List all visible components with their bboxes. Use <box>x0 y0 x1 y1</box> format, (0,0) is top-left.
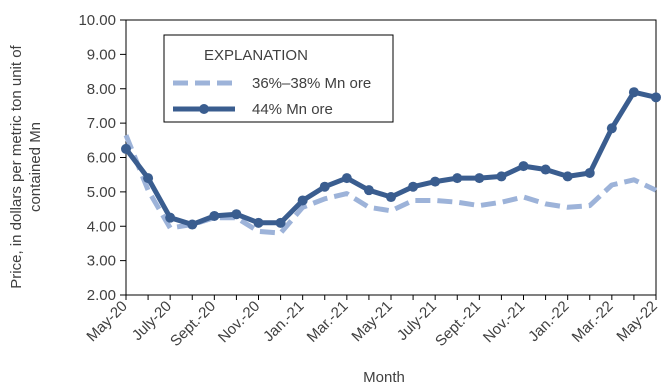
x-tick-label: May-21 <box>348 298 395 345</box>
data-point-44-mn-ore <box>231 209 242 220</box>
y-tick-label: 2.00 <box>87 287 116 304</box>
data-point-44-mn-ore <box>430 176 441 187</box>
series-line-36-38-mn-ore <box>123 134 658 236</box>
data-point-44-mn-ore <box>341 173 352 184</box>
y-axis-title-line-2: contained Mn <box>27 122 44 212</box>
x-axis-title: Month <box>363 369 405 386</box>
y-tick-label: 10.00 <box>78 12 116 29</box>
x-tick-label: May-20 <box>83 298 130 345</box>
data-point-44-mn-ore <box>518 161 529 172</box>
legend: EXPLANATION 36%–38% Mn ore 44% Mn ore <box>163 34 394 123</box>
legend-label-44-mn-ore: 44% Mn ore <box>252 101 333 118</box>
y-tick-label: 7.00 <box>87 115 116 132</box>
data-point-44-mn-ore <box>363 185 374 196</box>
data-point-44-mn-ore <box>275 217 286 228</box>
x-tick-label: Sept.-20 <box>167 298 219 350</box>
y-tick-label: 9.00 <box>87 46 116 63</box>
x-tick-label: Jan.-22 <box>525 298 572 345</box>
data-point-44-mn-ore <box>606 123 617 134</box>
data-point-44-mn-ore <box>319 181 330 192</box>
x-tick-label: May-22 <box>613 298 660 345</box>
data-point-44-mn-ore <box>651 92 661 103</box>
data-point-44-mn-ore <box>496 171 507 182</box>
y-axis: 2.00 3.00 4.00 5.00 6.00 7.00 8.00 9.00 10.00 <box>78 12 126 304</box>
y-tick-label: 4.00 <box>87 218 116 235</box>
data-point-44-mn-ore <box>297 195 308 206</box>
x-tick-label: Jan.-21 <box>260 298 307 345</box>
y-tick-label: 3.00 <box>87 253 116 270</box>
x-axis: May-20July-20Sept.-20Nov.-20Jan.-21Mar.-… <box>83 295 661 350</box>
data-point-44-mn-ore <box>165 212 176 223</box>
data-point-44-mn-ore <box>386 192 396 203</box>
data-point-44-mn-ore <box>121 143 131 154</box>
x-tick-label: Nov.-21 <box>480 298 528 346</box>
y-tick-label: 5.00 <box>87 184 116 201</box>
data-point-44-mn-ore <box>408 181 419 192</box>
y-tick-label: 8.00 <box>87 81 116 98</box>
y-tick-label: 6.00 <box>87 150 116 167</box>
x-tick-label: Mar.-22 <box>569 298 617 346</box>
data-point-44-mn-ore <box>209 210 220 221</box>
x-tick-label: Mar.-21 <box>304 298 352 346</box>
y-axis-title-line-1: Price, in dollars per metric ton unit of <box>8 44 25 288</box>
data-point-44-mn-ore <box>474 173 485 184</box>
x-tick-label: Nov.-20 <box>215 298 263 346</box>
legend-swatch-marker <box>199 104 209 114</box>
data-point-44-mn-ore <box>628 87 639 98</box>
legend-label-36-38-mn-ore: 36%–38% Mn ore <box>252 75 371 92</box>
data-point-44-mn-ore <box>452 173 463 184</box>
legend-title: EXPLANATION <box>204 47 308 64</box>
series-layer <box>121 87 661 236</box>
data-point-44-mn-ore <box>143 173 154 184</box>
x-tick-label: Sept.-21 <box>432 298 484 350</box>
y-axis-title: Price, in dollars per metric ton unit of… <box>8 44 44 288</box>
data-point-44-mn-ore <box>187 219 198 230</box>
data-point-44-mn-ore <box>253 217 264 228</box>
data-point-44-mn-ore <box>540 164 551 175</box>
data-point-44-mn-ore <box>584 167 595 178</box>
data-point-44-mn-ore <box>562 171 573 182</box>
